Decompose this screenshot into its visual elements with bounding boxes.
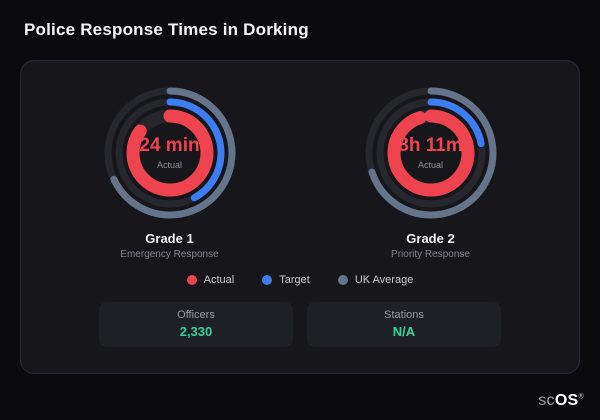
gauge-subtitle: Priority Response xyxy=(391,249,470,260)
stat-label: Officers xyxy=(177,309,215,321)
grade-1-radial-chart: 24 min Actual xyxy=(100,83,240,223)
legend: Actual Target UK Average xyxy=(39,274,561,286)
uk-average-dot-icon xyxy=(337,275,348,285)
target-dot-icon xyxy=(262,275,273,285)
gauge-grade-1: 24 min Actual Grade 1 Emergency Response xyxy=(60,83,280,260)
actual-dot-icon xyxy=(186,275,197,285)
gauge-title: Grade 1 xyxy=(145,231,194,246)
gauge-grade-2: 8h 11m Actual Grade 2 Priority Response xyxy=(321,83,541,260)
stat-label: Stations xyxy=(384,309,424,321)
stat-value: 2,330 xyxy=(179,324,213,339)
gauges-row: 24 min Actual Grade 1 Emergency Response xyxy=(39,83,561,260)
stat-officers: Officers 2,330 xyxy=(99,302,293,347)
stat-stations: Stations N/A xyxy=(307,302,501,347)
response-times-card: 24 min Actual Grade 1 Emergency Response xyxy=(20,60,580,374)
gauge-arcs xyxy=(104,87,235,219)
legend-item-uk-average: UK Average xyxy=(337,274,414,286)
page-title: Police Response Times in Dorking xyxy=(24,20,309,39)
registered-mark-icon: ® xyxy=(578,393,584,401)
brand-prefix: sc xyxy=(538,392,555,409)
legend-item-target: Target xyxy=(262,274,310,286)
stat-value: N/A xyxy=(392,324,416,339)
gauge-arcs xyxy=(365,87,496,219)
brand-suffix: OS xyxy=(554,392,579,409)
gauge-title: Grade 2 xyxy=(406,231,455,246)
legend-label: UK Average xyxy=(354,274,414,286)
stats-row: Officers 2,330 Stations N/A xyxy=(39,302,561,347)
legend-label: Target xyxy=(279,274,310,286)
grade-1-radial-svg xyxy=(104,87,235,219)
legend-item-actual: Actual xyxy=(186,274,235,286)
grade-2-radial-chart: 8h 11m Actual xyxy=(361,83,501,223)
gauge-subtitle: Emergency Response xyxy=(120,249,219,260)
legend-label: Actual xyxy=(203,274,235,286)
grade-2-radial-svg xyxy=(365,87,496,219)
brand-logo: scOS® xyxy=(538,392,584,410)
